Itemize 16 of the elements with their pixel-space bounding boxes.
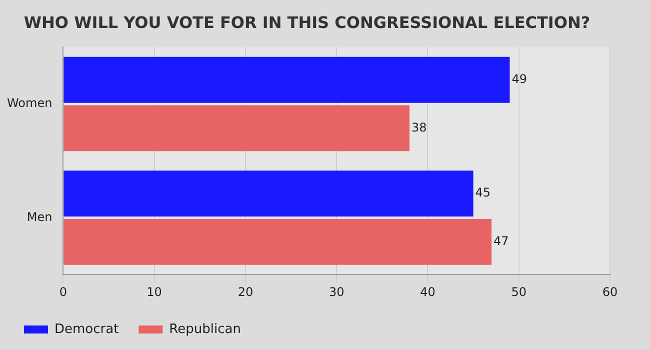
data-label: 45 (475, 186, 491, 200)
y-tick-label: Women (6, 96, 52, 110)
legend-label: Democrat (54, 322, 119, 337)
x-tick-label: 50 (511, 284, 527, 299)
data-label: 49 (512, 72, 528, 86)
x-tick-label: 20 (238, 284, 254, 299)
x-tick-label: 30 (328, 284, 344, 299)
x-tick-label: 60 (602, 284, 618, 299)
x-tick-label: 0 (59, 284, 67, 299)
chart-title: WHO WILL YOU VOTE FOR IN THIS CONGRESSIONAL ELECTION? (24, 12, 590, 32)
data-label: 38 (412, 120, 427, 134)
x-tick-label: 40 (420, 284, 436, 299)
x-tick-label: 10 (146, 284, 162, 299)
legend-label: Republican (169, 322, 241, 337)
y-tick-label: Men (26, 210, 52, 224)
data-label: 47 (494, 234, 509, 248)
